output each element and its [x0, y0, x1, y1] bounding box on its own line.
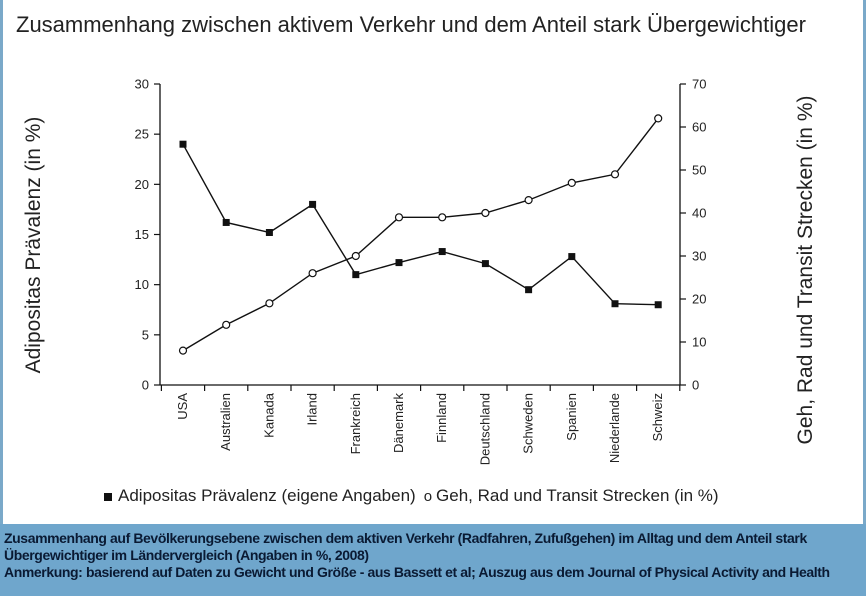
- series-1-point: [525, 286, 533, 294]
- series-2-point: [567, 178, 576, 187]
- series-2-point: [394, 213, 404, 222]
- x-tick-label: Kanada: [261, 392, 276, 438]
- series-2-point: [265, 299, 274, 308]
- x-tick-label: Spanien: [564, 393, 579, 441]
- y2-tick-label: 20: [692, 292, 706, 307]
- series-1-point: [179, 140, 187, 148]
- x-tick-label: Irland: [305, 393, 320, 426]
- series-2-point: [438, 213, 447, 222]
- y2-tick-label: 50: [692, 163, 706, 178]
- x-tick-label: Frankreich: [348, 393, 363, 454]
- y2-tick-label: 30: [692, 249, 706, 264]
- x-tick-label: Schweden: [521, 393, 536, 454]
- series-1-point: [481, 260, 489, 268]
- legend: Adipositas Prävalenz (eigene Angaben) o Ge…: [104, 486, 719, 506]
- y-tick-label: 10: [135, 277, 149, 292]
- y2-tick-label: 10: [692, 335, 706, 350]
- series-2-point: [178, 346, 188, 355]
- legend-series2-label: Geh, Rad und Transit Strecken (in %): [436, 486, 719, 505]
- caption-line-2: Übergewichtiger im Ländervergleich (Anga…: [4, 547, 369, 563]
- caption-line-1: Zusammenhang auf Bevölkerungsebene zwisc…: [4, 530, 807, 546]
- legend-square-marker-icon: [104, 492, 112, 501]
- x-tick-label: Australien: [218, 393, 233, 451]
- series-1-point: [438, 248, 446, 256]
- series-2-point: [610, 170, 620, 179]
- axes-group: 0 5 10 15 20 25 30 0 10 20 30 40 50 60 70 USA Australien…: [135, 77, 707, 466]
- series-1-point: [395, 259, 403, 267]
- series-1-line: [182, 143, 659, 306]
- series-1-point: [222, 218, 230, 226]
- y2-tick-label: 40: [692, 206, 706, 221]
- y-tick-label: 25: [135, 127, 149, 142]
- x-tick-label: USA: [175, 393, 190, 420]
- y-axis-label: Adipositas Prävalenz (in %): [22, 117, 45, 374]
- y-tick-label: 15: [135, 227, 149, 242]
- series-2-point: [654, 114, 663, 123]
- y-tick-label: 20: [135, 177, 149, 192]
- y2-tick-label: 70: [692, 77, 706, 92]
- legend-series1-label: Adipositas Prävalenz (eigene Angaben): [118, 486, 416, 505]
- series-1-point: [309, 200, 317, 208]
- series-1-point: [568, 253, 576, 261]
- chart-title: Zusammenhang zwischen aktivem Verkehr un…: [16, 12, 806, 37]
- y2-axis-label: Geh, Rad und Transit Strecken (in %): [794, 96, 817, 445]
- series-2-point: [524, 196, 533, 205]
- series-1-point: [654, 301, 662, 309]
- y2-tick-label: 60: [692, 120, 706, 135]
- x-tick-label: Deutschland: [477, 393, 492, 465]
- series-2-point: [481, 208, 490, 218]
- chart-canvas: 0 5 10 15 20 25 30 0 10 20 30 40 50 60 70 USA Australien…: [22, 77, 817, 466]
- x-tick-label: Schweiz: [650, 393, 665, 441]
- legend-circle-marker-icon: o: [423, 488, 433, 505]
- x-tick-label: Niederlande: [607, 393, 622, 463]
- series-2-line: [182, 117, 659, 352]
- x-tick-label: Dänemark: [391, 393, 406, 453]
- series-1-point: [265, 228, 273, 236]
- series-1-point: [611, 300, 619, 308]
- marks-group: [178, 114, 663, 355]
- x-tick-label: Finnland: [434, 393, 449, 443]
- y-tick-label: 0: [142, 378, 149, 393]
- series-2-point: [222, 320, 231, 329]
- y2-tick-label: 0: [692, 378, 699, 393]
- series-2-point: [308, 269, 317, 278]
- y-tick-label: 30: [135, 77, 149, 92]
- y-tick-label: 5: [142, 327, 149, 342]
- series-2-point: [351, 251, 360, 261]
- caption-box: Zusammenhang auf Bevölkerungsebene zwisc…: [0, 524, 866, 596]
- caption-line-3: Anmerkung: basierend auf Daten zu Gewich…: [4, 564, 830, 580]
- series-1-point: [352, 271, 360, 279]
